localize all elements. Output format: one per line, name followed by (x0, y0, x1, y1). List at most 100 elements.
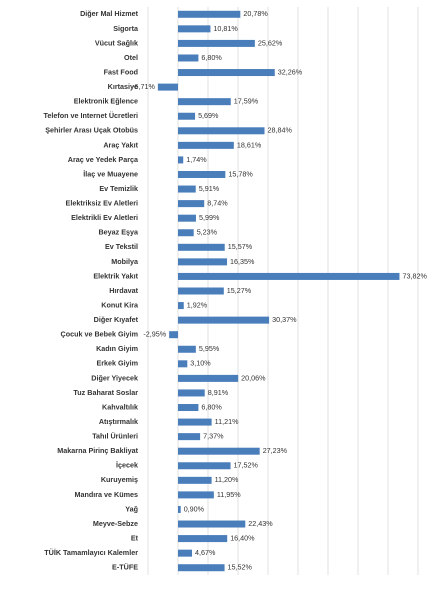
value-label: 15,52% (228, 563, 253, 572)
bar (178, 69, 275, 77)
value-label: 1,92% (187, 300, 208, 309)
bar (178, 10, 241, 18)
value-label: 4,67% (195, 548, 216, 557)
bar (178, 185, 196, 193)
category-label: Erkek Giyim (96, 359, 138, 368)
category-label: Meyve-Sebze (93, 519, 138, 528)
category-label: Atıştırmalık (99, 417, 138, 426)
bar (178, 404, 199, 412)
bar (178, 25, 211, 33)
bar (178, 170, 226, 178)
value-label: 20,06% (241, 373, 266, 382)
category-label: Konut Kira (101, 300, 139, 309)
category-label: Diğer Yiyecek (91, 373, 138, 382)
value-label: 5,91% (199, 184, 220, 193)
bar (157, 83, 178, 91)
category-label: E-TÜFE (112, 563, 138, 572)
category-label: Araç ve Yedek Parça (68, 155, 139, 164)
category-label: Yağ (125, 504, 138, 513)
value-label: 15,57% (228, 242, 253, 251)
category-label: Mandıra ve Kümes (74, 490, 138, 499)
category-label: Araç Yakıt (103, 140, 138, 149)
category-label: Diğer Kıyafet (94, 315, 139, 324)
bar (178, 360, 188, 368)
value-label: 16,40% (230, 533, 255, 542)
category-label: Elektrik Yakıt (93, 271, 138, 280)
bar (178, 112, 196, 120)
category-label: İçecek (116, 461, 138, 470)
value-label: 5,69% (198, 111, 219, 120)
value-label: 28,84% (268, 126, 293, 135)
bar (178, 287, 224, 295)
value-label: 7,37% (203, 432, 224, 441)
bar (178, 476, 212, 484)
bar (178, 316, 270, 324)
value-label: 15,78% (228, 169, 253, 178)
category-label: Vücut Sağlık (95, 38, 138, 47)
value-label: 73,82% (402, 271, 427, 280)
value-label: 10,81% (213, 24, 238, 33)
bar (178, 127, 265, 135)
category-label: Sigorta (113, 24, 139, 33)
bar (178, 302, 184, 310)
category-label: Diğer Mal Hizmet (80, 9, 139, 18)
bar (178, 505, 181, 513)
value-label: 0,90% (184, 504, 205, 513)
value-label: 27,23% (263, 446, 288, 455)
category-label: Et (131, 533, 139, 542)
bar (178, 535, 228, 543)
category-label: Tahıl Ürünleri (92, 432, 138, 441)
value-label: 11,95% (217, 490, 241, 499)
value-label: 32,26% (278, 67, 303, 76)
bar (178, 418, 212, 426)
category-label: Elektrikli Ev Aletleri (71, 213, 138, 222)
category-label: Elektronik Eğlence (74, 97, 138, 106)
bar (178, 520, 246, 528)
category-label: Makarna Pirinç Bakliyat (57, 446, 138, 455)
category-label: TÜİK Tamamlayıcı Kalemler (44, 548, 138, 557)
value-label: 22,43% (248, 519, 273, 528)
value-label: 8,91% (208, 388, 229, 397)
value-label: -6,71% (132, 82, 155, 91)
category-label: Telefon ve Internet Ücretleri (43, 111, 138, 120)
value-label: 6,80% (201, 402, 222, 411)
value-label: 15,27% (227, 286, 252, 295)
category-label: İlaç ve Muayene (83, 169, 138, 178)
category-label: Ev Temizlik (99, 184, 138, 193)
bar (178, 98, 231, 106)
value-label: 8,74% (207, 199, 228, 208)
value-label: 5,95% (199, 344, 220, 353)
bar (178, 214, 196, 222)
value-label: -2,95% (143, 330, 166, 339)
bar (178, 447, 260, 455)
bar (178, 200, 205, 208)
value-label: 30,37% (272, 315, 297, 324)
category-label: Kadın Giyim (96, 344, 138, 353)
value-label: 5,99% (199, 213, 220, 222)
bar (178, 345, 196, 353)
category-label: Çocuk ve Bebek Giyim (61, 330, 139, 339)
value-label: 6,80% (201, 53, 222, 62)
category-label: Otel (124, 53, 138, 62)
category-label: Beyaz Eşya (98, 228, 139, 237)
bar (178, 243, 225, 251)
value-label: 16,35% (230, 257, 255, 266)
bar (178, 491, 214, 499)
value-label: 5,23% (197, 228, 218, 237)
bar (169, 331, 178, 339)
category-label: Fast Food (104, 67, 138, 76)
bar (178, 54, 199, 62)
value-label: 17,52% (234, 461, 259, 470)
category-label: Elektriksiz Ev Aletleri (66, 199, 138, 208)
category-label: Kuruyemiş (101, 475, 138, 484)
bar (178, 462, 231, 470)
bar (178, 258, 228, 266)
bar (178, 564, 225, 572)
category-label: Hırdavat (109, 286, 138, 295)
bar (178, 156, 184, 164)
value-label: 11,21% (215, 417, 239, 426)
value-label: 3,10% (190, 359, 211, 368)
bar (178, 141, 234, 149)
